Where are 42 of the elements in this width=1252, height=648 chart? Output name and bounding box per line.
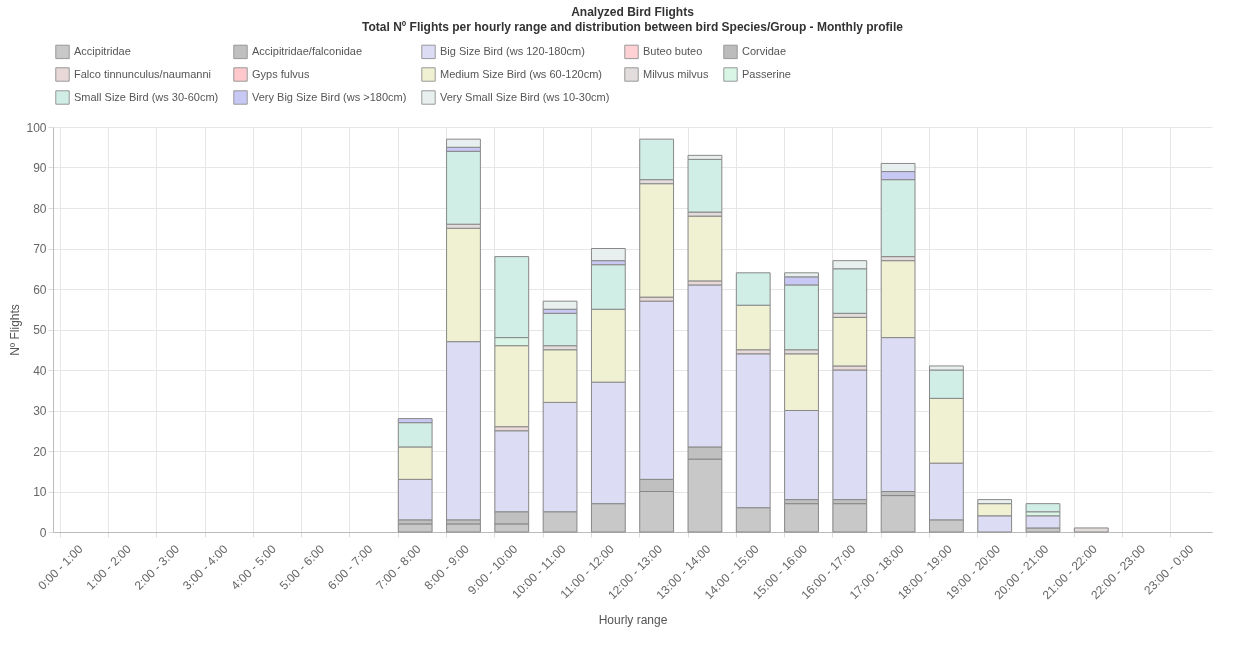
chart-title: Analyzed Bird Flights xyxy=(571,5,695,19)
y-tick-label: 20 xyxy=(33,444,47,459)
legend-label: Very Small Size Bird (ws 10-30cm) xyxy=(440,90,610,103)
x-axis-title: Hourly range xyxy=(598,613,668,628)
bar xyxy=(832,316,868,367)
chart-subtitle: Total Nº Flights per hourly range and distribution between bird Species/Group - Monthly profile xyxy=(362,20,904,34)
legend-label: Milvus milvus xyxy=(643,67,709,80)
bar xyxy=(784,503,819,533)
legend-label: Buteo buteo xyxy=(643,44,703,57)
bar xyxy=(542,312,578,347)
bar xyxy=(446,150,481,225)
legend-label: Gyps fulvus xyxy=(252,67,310,80)
bar xyxy=(832,503,868,533)
legend-label: Medium Size Bird (ws 60-120cm) xyxy=(440,67,602,80)
legend-label: Big Size Bird (ws 120-180cm) xyxy=(440,44,585,57)
y-tick-label: 80 xyxy=(33,201,47,216)
legend-label: Accipitridae/falconidae xyxy=(252,44,363,57)
y-tick-label: 100 xyxy=(26,120,47,135)
y-tick-label: 10 xyxy=(33,485,47,499)
legend-label: Small Size Bird (ws 30-60cm) xyxy=(74,90,219,103)
y-axis-title: Nº Flights xyxy=(8,304,23,356)
bar xyxy=(880,495,916,533)
y-tick-label: 50 xyxy=(33,323,47,337)
y-tick-label: 40 xyxy=(33,363,47,378)
bar xyxy=(687,158,723,213)
legend-label: Falco tinnunculus/naumanni xyxy=(74,67,211,80)
bar xyxy=(1025,503,1061,513)
legend-label: Accipitridae xyxy=(74,44,131,57)
y-tick-label: 60 xyxy=(33,282,47,297)
legend-label: Passerine xyxy=(742,67,791,80)
legend-label: Corvidae xyxy=(742,44,787,57)
bar xyxy=(639,183,675,298)
y-tick-label: 70 xyxy=(33,242,47,256)
y-tick-label: 0 xyxy=(39,525,47,540)
y-tick-label: 90 xyxy=(33,161,47,175)
y-tick-label: 30 xyxy=(33,404,47,418)
bar xyxy=(832,369,868,501)
legend-label: Very Big Size Bird (ws >180cm) xyxy=(252,90,407,103)
x-tick-label: 6:00 - 7:00 xyxy=(324,541,376,593)
bar xyxy=(639,138,675,181)
bar xyxy=(1025,515,1061,529)
bar xyxy=(687,215,723,282)
